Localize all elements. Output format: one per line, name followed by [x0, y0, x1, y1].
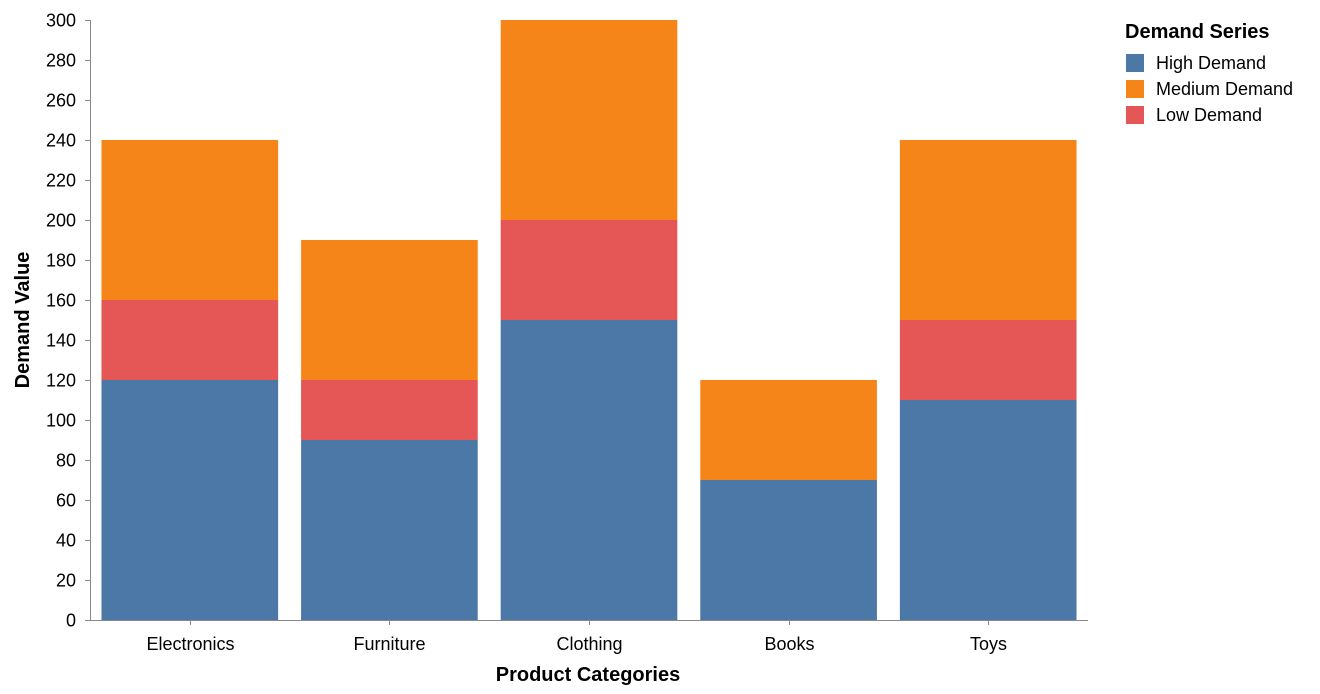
bar-clothing-medium-demand — [500, 20, 678, 220]
y-tick-label: 140 — [46, 331, 76, 351]
legend: Demand Series High Demand Medium Demand Lo… — [1125, 21, 1293, 125]
x-tick-label-electronics: Electronics — [146, 634, 234, 654]
y-tick-label: 160 — [46, 291, 76, 311]
bar-toys-low-demand — [899, 320, 1077, 400]
bar-clothing-high-demand — [500, 320, 678, 620]
legend-swatch-medium-demand — [1126, 80, 1144, 98]
y-tick-label: 0 — [66, 611, 76, 631]
bar-books-medium-demand — [700, 380, 877, 480]
x-tick-label-furniture: Furniture — [353, 634, 425, 654]
legend-title: Demand Series — [1125, 21, 1270, 43]
y-tick-label: 260 — [46, 91, 76, 111]
legend-label-high-demand: High Demand — [1156, 53, 1266, 73]
x-tick-label-toys: Toys — [970, 634, 1007, 654]
x-tick-label-books: Books — [764, 634, 814, 654]
bar-furniture-high-demand — [301, 440, 478, 620]
x-axis-title: Product Categories — [496, 664, 680, 686]
y-tick-label: 80 — [56, 451, 76, 471]
x-axis: Electronics Furniture Clothing Books Toys — [90, 620, 1088, 654]
bar-electronics-medium-demand — [101, 140, 279, 300]
y-tick-label: 240 — [46, 131, 76, 151]
bar-toys-medium-demand — [899, 140, 1077, 320]
legend-swatch-low-demand — [1126, 106, 1144, 124]
bar-electronics-high-demand — [101, 380, 279, 620]
legend-swatch-high-demand — [1126, 54, 1144, 72]
legend-label-low-demand: Low Demand — [1156, 105, 1262, 125]
bar-furniture-medium-demand — [301, 240, 478, 380]
y-tick-label: 20 — [56, 571, 76, 591]
y-tick-label: 200 — [46, 211, 76, 231]
y-tick-label: 280 — [46, 51, 76, 71]
bar-books-high-demand — [700, 480, 877, 620]
legend-label-medium-demand: Medium Demand — [1156, 79, 1293, 99]
bar-electronics-low-demand — [101, 300, 279, 380]
y-axis-title: Demand Value — [12, 252, 34, 389]
y-tick-label: 220 — [46, 171, 76, 191]
y-tick-label: 40 — [56, 531, 76, 551]
y-tick-label: 60 — [56, 491, 76, 511]
bars-layer — [101, 20, 1077, 620]
bar-toys-high-demand — [899, 400, 1077, 620]
y-tick-label: 120 — [46, 371, 76, 391]
y-tick-label: 300 — [46, 11, 76, 31]
y-axis: 0 20 40 60 80 100 120 140 160 180 200 220 240 260 280 3… — [46, 11, 91, 631]
y-tick-label: 100 — [46, 411, 76, 431]
bar-furniture-low-demand — [301, 380, 478, 440]
y-tick-label: 180 — [46, 251, 76, 271]
bar-clothing-low-demand — [500, 220, 678, 320]
x-tick-label-clothing: Clothing — [556, 634, 622, 654]
